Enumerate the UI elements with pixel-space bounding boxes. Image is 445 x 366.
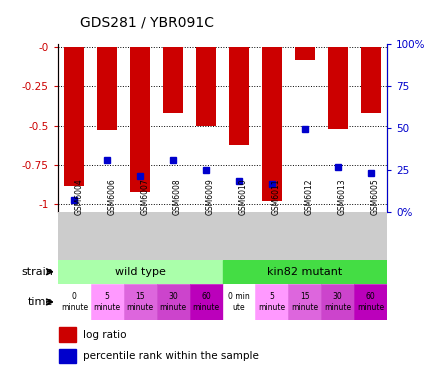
Bar bbox=[255, 284, 288, 320]
Text: percentile rank within the sample: percentile rank within the sample bbox=[83, 351, 259, 361]
Bar bbox=[97, 47, 117, 130]
Text: log ratio: log ratio bbox=[83, 329, 126, 340]
Text: 30
minute: 30 minute bbox=[324, 292, 351, 312]
Bar bbox=[58, 284, 91, 320]
Text: GSM6006: GSM6006 bbox=[107, 178, 116, 214]
Text: GSM6013: GSM6013 bbox=[338, 178, 347, 214]
Text: time: time bbox=[28, 297, 53, 307]
Bar bbox=[124, 212, 157, 260]
Text: GSM6010: GSM6010 bbox=[239, 178, 248, 214]
Text: GSM6012: GSM6012 bbox=[305, 178, 314, 214]
Bar bbox=[361, 47, 380, 113]
Bar bbox=[354, 212, 387, 260]
Text: 30
minute: 30 minute bbox=[160, 292, 186, 312]
Bar bbox=[321, 212, 354, 260]
Text: 5
minute: 5 minute bbox=[94, 292, 121, 312]
Bar bbox=[255, 212, 288, 260]
Bar bbox=[295, 47, 315, 60]
Text: GSM6008: GSM6008 bbox=[173, 178, 182, 214]
Text: GSM6004: GSM6004 bbox=[74, 178, 83, 214]
Bar bbox=[190, 212, 222, 260]
Text: 60
minute: 60 minute bbox=[193, 292, 219, 312]
Bar bbox=[262, 47, 282, 201]
Text: 15
minute: 15 minute bbox=[291, 292, 318, 312]
Bar bbox=[91, 284, 124, 320]
Text: 0
minute: 0 minute bbox=[61, 292, 88, 312]
Bar bbox=[354, 284, 387, 320]
Text: GSM6011: GSM6011 bbox=[272, 178, 281, 214]
Bar bbox=[229, 47, 249, 145]
Bar bbox=[58, 260, 222, 284]
Text: GSM6005: GSM6005 bbox=[371, 178, 380, 214]
Bar bbox=[65, 47, 84, 186]
Bar bbox=[91, 212, 124, 260]
Text: GSM6009: GSM6009 bbox=[206, 178, 215, 214]
Text: wild type: wild type bbox=[115, 267, 166, 277]
Bar bbox=[222, 260, 387, 284]
Bar bbox=[288, 284, 321, 320]
Bar bbox=[163, 47, 183, 113]
Bar bbox=[124, 284, 157, 320]
Bar bbox=[157, 284, 190, 320]
Bar bbox=[59, 327, 76, 342]
Bar bbox=[222, 212, 255, 260]
Text: 0 min
ute: 0 min ute bbox=[228, 292, 250, 312]
Text: kin82 mutant: kin82 mutant bbox=[267, 267, 343, 277]
Text: 15
minute: 15 minute bbox=[127, 292, 154, 312]
Bar bbox=[321, 284, 354, 320]
Text: GDS281 / YBR091C: GDS281 / YBR091C bbox=[80, 15, 214, 29]
Bar bbox=[157, 212, 190, 260]
Bar bbox=[288, 212, 321, 260]
Bar bbox=[196, 47, 216, 126]
Text: 5
minute: 5 minute bbox=[259, 292, 285, 312]
Text: 60
minute: 60 minute bbox=[357, 292, 384, 312]
Bar bbox=[222, 284, 255, 320]
Bar bbox=[190, 284, 222, 320]
Bar bbox=[58, 212, 91, 260]
Bar bbox=[59, 349, 76, 363]
Bar bbox=[130, 47, 150, 192]
Text: GSM6007: GSM6007 bbox=[140, 178, 149, 214]
Bar bbox=[328, 47, 348, 129]
Text: strain: strain bbox=[21, 267, 53, 277]
